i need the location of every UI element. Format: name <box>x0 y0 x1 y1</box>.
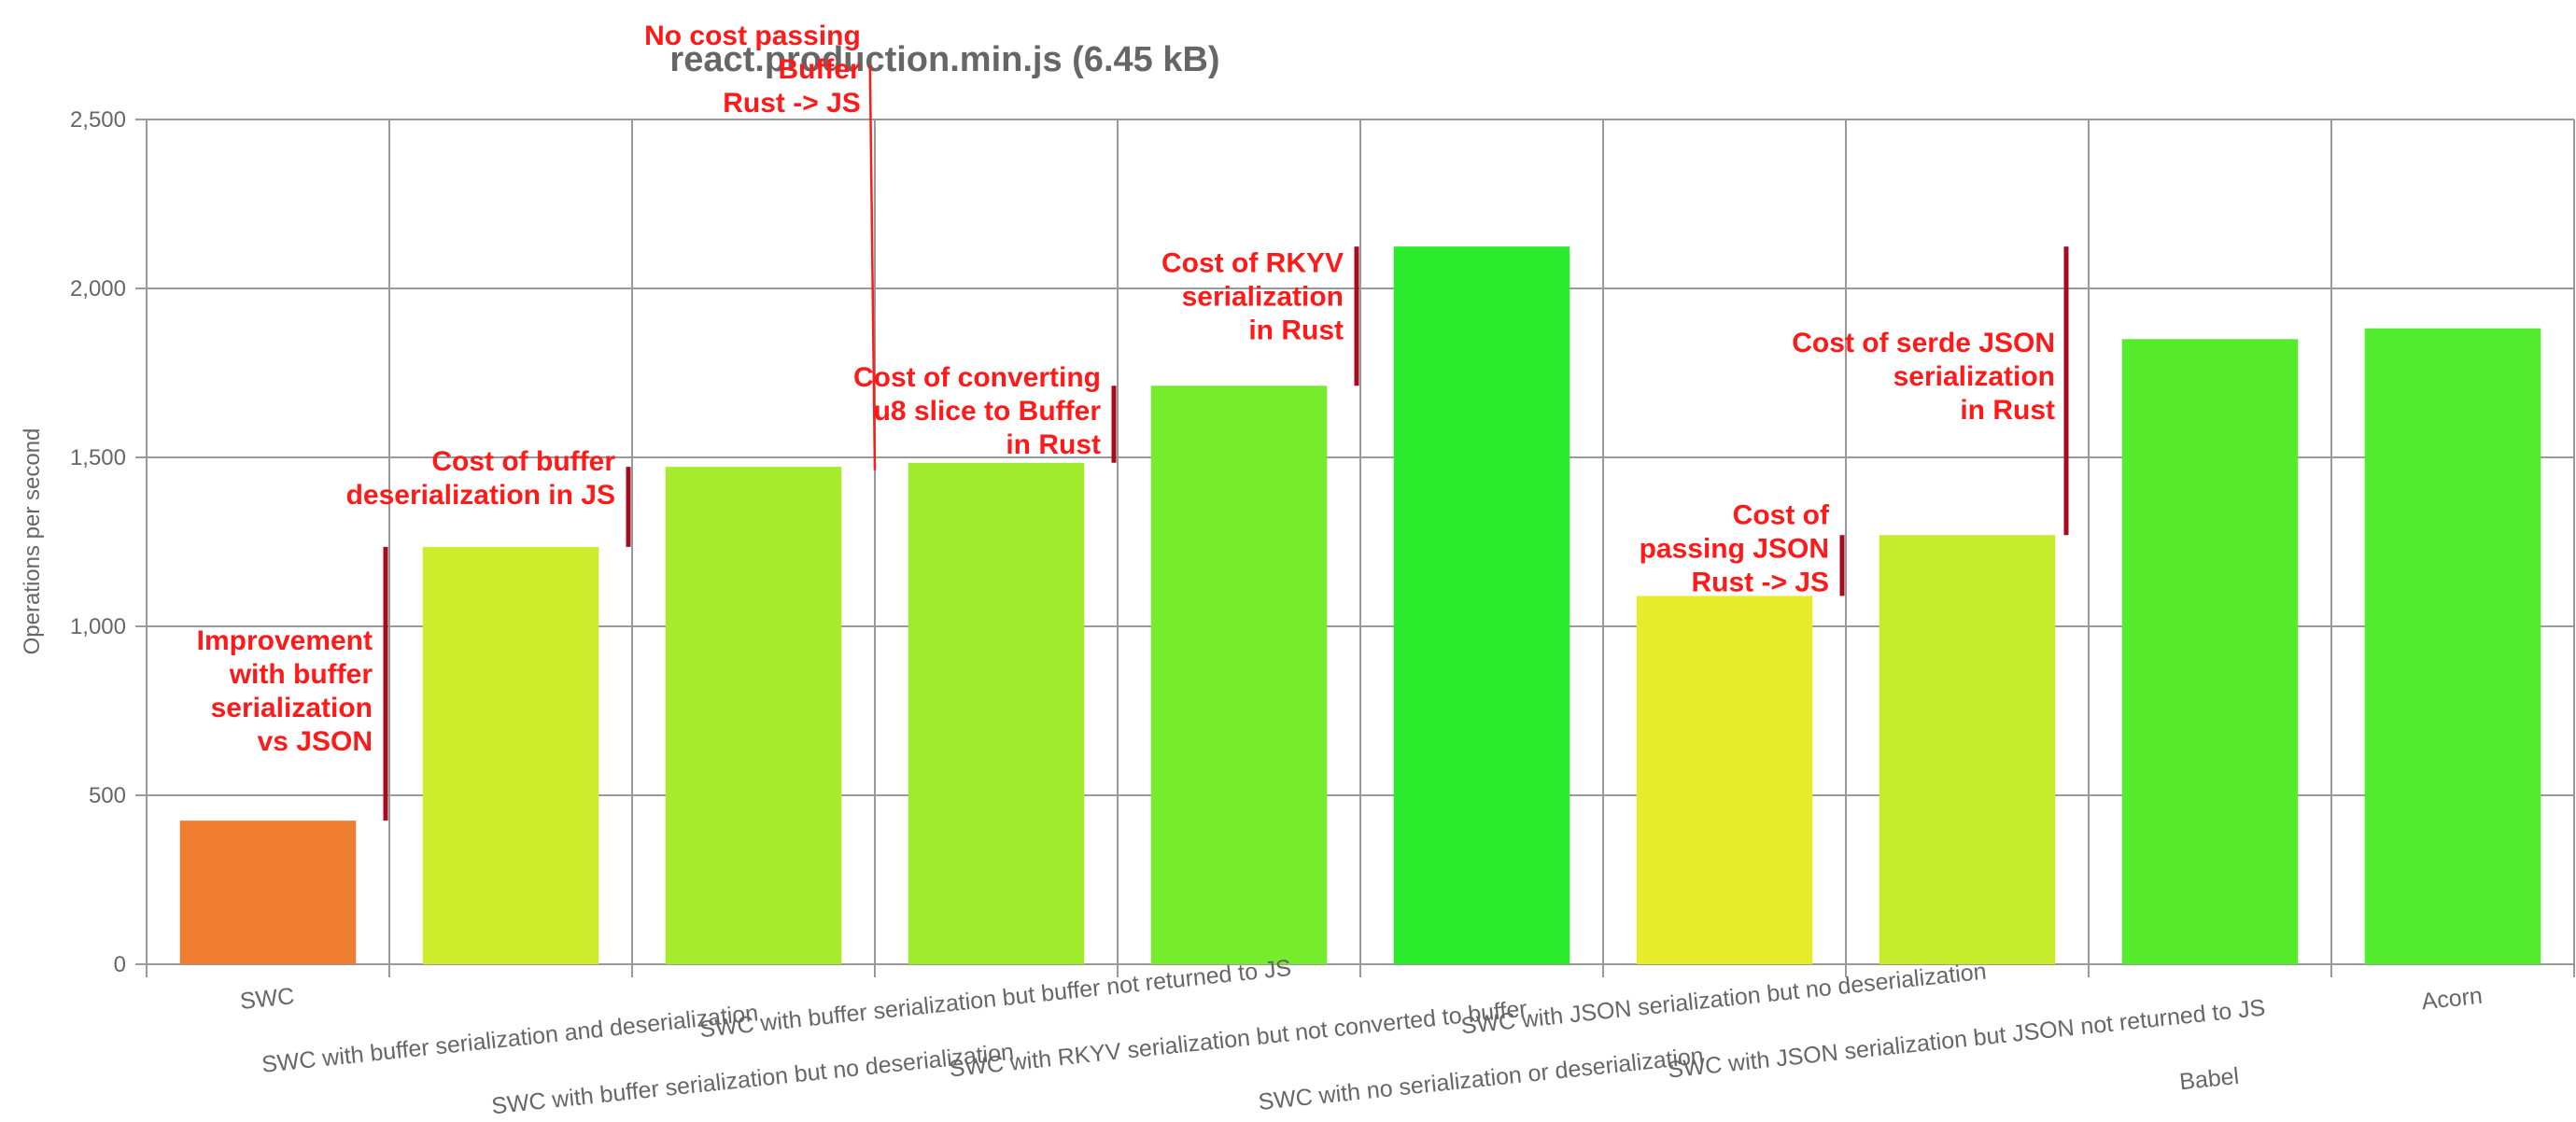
annotation-label: with buffer <box>229 659 373 690</box>
bar <box>1636 596 1813 964</box>
x-tick-label: Babel <box>2178 1063 2241 1096</box>
y-axis-ticks: 0 500 1,000 1,500 2,000 2,500 <box>70 107 126 977</box>
annotation-label: Rust -> JS <box>723 88 861 119</box>
annotation-label: serialization <box>1182 281 1344 312</box>
annotation-label: in Rust <box>1006 429 1101 460</box>
x-tick-label: SWC with buffer serialization but no des… <box>490 1039 1015 1120</box>
annotation-label: in Rust <box>1960 395 2055 426</box>
annotation-label: No cost passing <box>644 21 861 51</box>
annotation-label: in Rust <box>1248 315 1344 345</box>
x-tick-label: SWC with buffer serialization and deseri… <box>260 1000 760 1078</box>
bar <box>2364 328 2541 964</box>
annotation-leader <box>868 65 877 470</box>
annotation-label: u8 slice to Buffer <box>874 396 1102 427</box>
bar <box>665 467 842 964</box>
bar <box>2121 339 2299 964</box>
annotation-label: deserialization in JS <box>346 480 615 511</box>
x-tick-label: SWC <box>239 983 296 1015</box>
annotation-label: vs JSON <box>258 726 373 757</box>
bar <box>422 546 599 964</box>
annotation-label: Cost of converting <box>853 362 1101 393</box>
bar <box>908 462 1085 964</box>
bar <box>179 820 357 964</box>
annotation-label: serialization <box>211 693 373 723</box>
x-tick-label: Acorn <box>2420 983 2484 1016</box>
annotation-label: Cost of <box>1733 499 1830 530</box>
bar <box>1879 535 2056 964</box>
y-axis-label: Operations per second <box>20 428 45 655</box>
annotation-label: Buffer <box>778 54 861 85</box>
bars <box>179 246 2541 965</box>
bar <box>1150 386 1328 965</box>
y-tick-label: 1,000 <box>70 614 126 639</box>
y-tick-label: 1,500 <box>70 445 126 470</box>
x-tick-label: SWC with JSON serialization but no deser… <box>1459 959 1987 1040</box>
bar <box>1393 246 1570 964</box>
annotation-label: Cost of buffer <box>431 446 615 477</box>
annotation-label: passing JSON <box>1640 533 1829 564</box>
y-tick-label: 2,500 <box>70 107 126 133</box>
chart-title: react.production.min.js (6.45 kB) <box>669 40 1219 79</box>
annotation-label: Improvement <box>197 625 373 656</box>
x-tick-label: SWC with no serialization or deserializa… <box>1257 1043 1705 1115</box>
annotation-label: Cost of RKYV <box>1161 247 1344 278</box>
annotation-label: serialization <box>1893 361 2055 392</box>
y-tick-label: 500 <box>89 783 126 808</box>
annotation-label: Rust -> JS <box>1691 567 1829 597</box>
y-tick-label: 2,000 <box>70 276 126 302</box>
y-tick-label: 0 <box>114 952 126 977</box>
annotation-label: Cost of serde JSON <box>1792 328 2055 358</box>
